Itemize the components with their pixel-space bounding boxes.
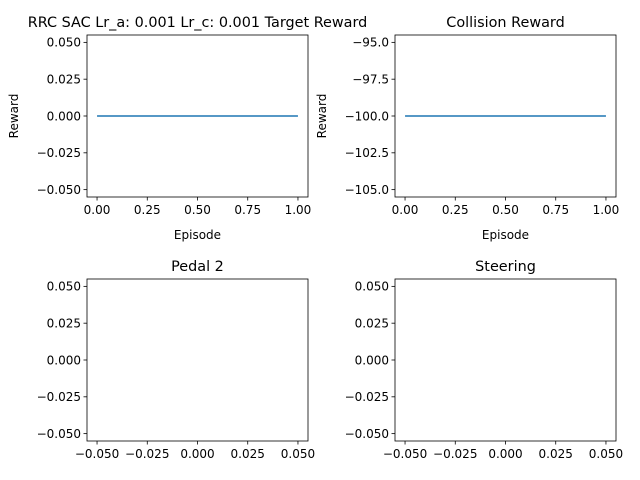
x-axis-label: Episode (174, 228, 221, 242)
x-tick-label: −0.025 (433, 447, 477, 461)
y-tick-label: −102.5 (345, 146, 389, 160)
y-tick-label: 0.025 (355, 316, 389, 330)
x-axis-label: Episode (482, 228, 529, 242)
y-tick-label: 0.025 (47, 316, 81, 330)
x-tick-label: 0.000 (488, 447, 522, 461)
subplot-4: −0.050 −0.025 0.000 0.025 0.050 0.050 0.025 0.0… (345, 259, 624, 461)
x-tick-label: 0.00 (84, 203, 111, 217)
y-tick-label: −0.050 (345, 427, 389, 441)
x-tick-label: 0.000 (180, 447, 214, 461)
y-tick-label: −100.0 (345, 109, 389, 123)
x-tick-label: 0.50 (492, 203, 519, 217)
y-tick-label: −0.025 (37, 146, 81, 160)
y-tick-label: 0.000 (47, 109, 81, 123)
x-tick-label: 0.050 (281, 447, 315, 461)
axes-frame (86, 278, 309, 442)
y-tick-label: 0.000 (355, 353, 389, 367)
x-tick-label: 0.050 (589, 447, 623, 461)
x-tick-label: 0.75 (234, 203, 261, 217)
x-tick-label: 0.25 (134, 203, 161, 217)
y-tick-label: −0.025 (345, 390, 389, 404)
y-tick-label: −95.0 (352, 36, 389, 50)
chart-title: Pedal 2 (171, 259, 224, 275)
chart-title: Steering (475, 259, 536, 275)
y-tick-label: 0.050 (47, 36, 81, 50)
x-tick-label: −0.025 (125, 447, 169, 461)
y-axis-label: Reward (7, 94, 21, 139)
x-tick-label: 0.25 (442, 203, 469, 217)
subplot-3: −0.050 −0.025 0.000 0.025 0.050 0.050 0.025 0.0… (37, 259, 316, 461)
x-tick-label: 1.00 (593, 203, 620, 217)
y-tick-label: −0.050 (37, 427, 81, 441)
subplot-1: 0.00 0.25 0.50 0.75 1.00 0.050 0.025 0.000 −0.02… (7, 15, 367, 242)
x-tick-label: 0.025 (231, 447, 265, 461)
x-tick-label: 0.75 (542, 203, 569, 217)
chart-title: Collision Reward (446, 15, 564, 31)
y-tick-label: −0.025 (37, 390, 81, 404)
x-tick-label: 1.00 (285, 203, 312, 217)
y-tick-label: −0.050 (37, 183, 81, 197)
y-tick-label: 0.025 (47, 72, 81, 86)
y-tick-label: 0.050 (47, 280, 81, 294)
y-tick-label: −97.5 (352, 72, 389, 86)
axes-frame (394, 278, 617, 442)
x-tick-label: 0.50 (184, 203, 211, 217)
x-tick-label: 0.025 (539, 447, 573, 461)
y-tick-label: 0.000 (47, 353, 81, 367)
x-tick-label: −0.050 (383, 447, 427, 461)
y-tick-label: 0.050 (355, 280, 389, 294)
y-axis-label: Reward (315, 94, 329, 139)
x-tick-label: −0.050 (75, 447, 119, 461)
subplot-2: 0.00 0.25 0.50 0.75 1.00 −95.0 −97.5 −100.0 −102… (315, 15, 619, 242)
x-tick-label: 0.00 (392, 203, 419, 217)
chart-title: RRC SAC Lr_a: 0.001 Lr_c: 0.001 Target R… (28, 15, 368, 31)
y-tick-label: −105.0 (345, 183, 389, 197)
